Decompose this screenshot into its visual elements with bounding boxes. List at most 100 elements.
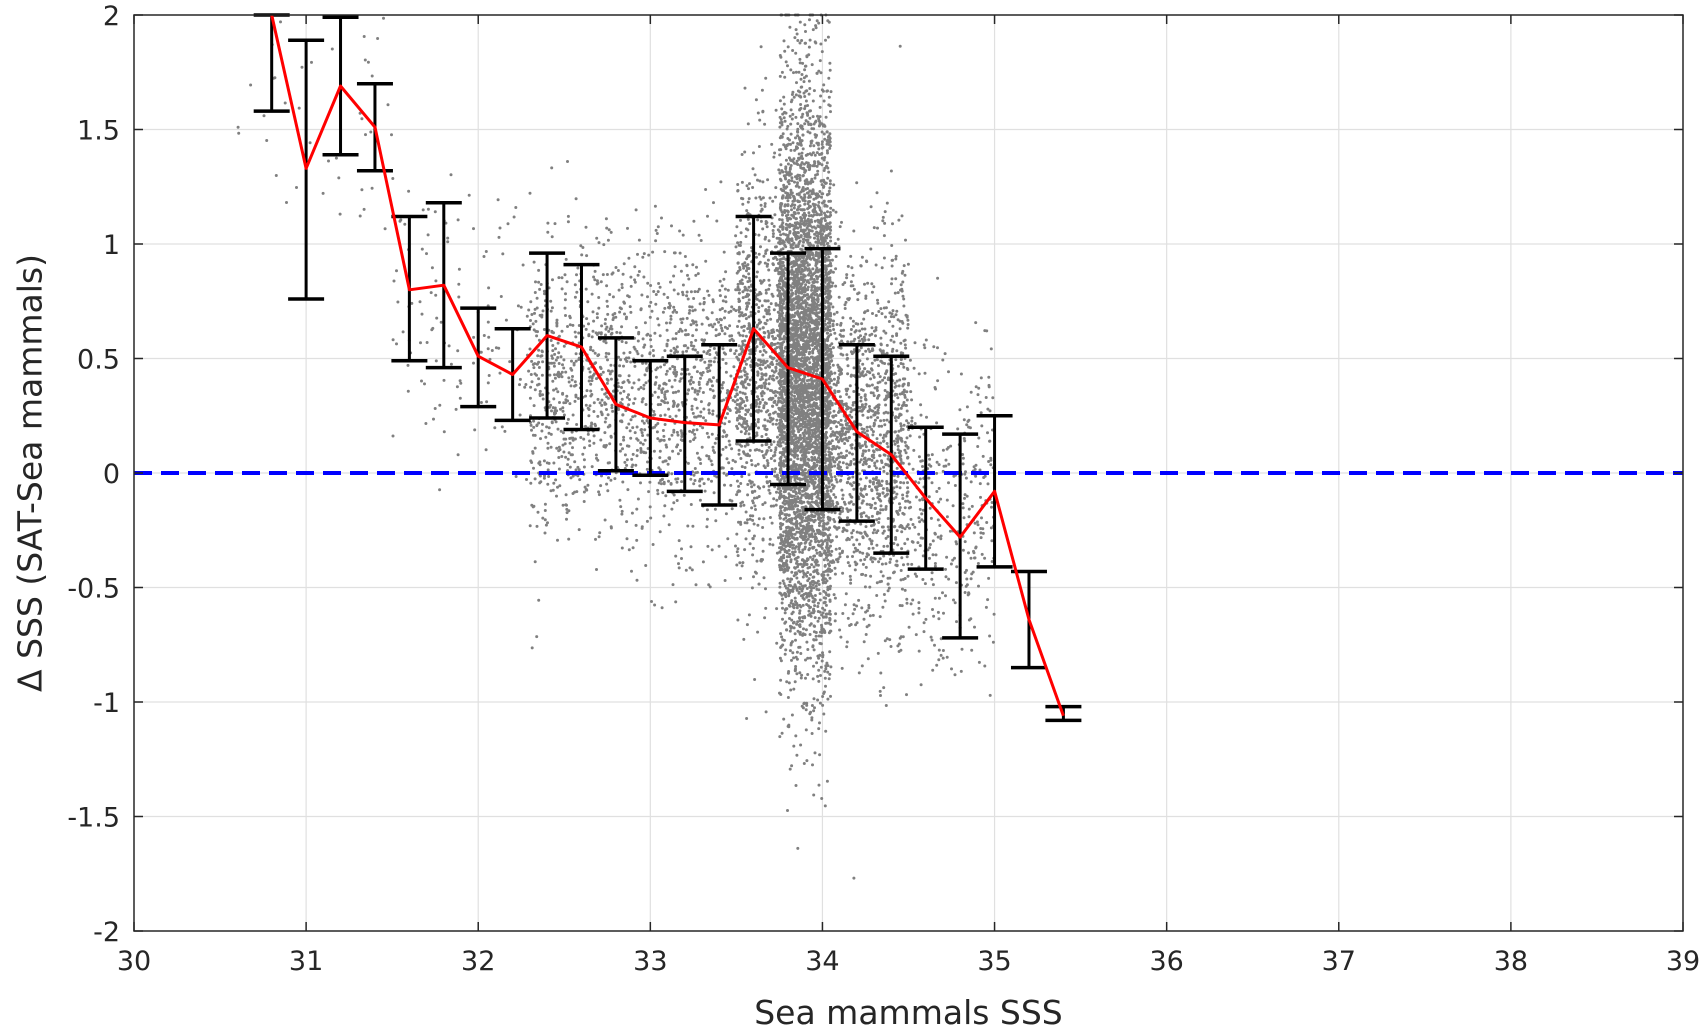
scatter-point [744, 537, 748, 541]
scatter-point [592, 372, 596, 376]
scatter-point [607, 369, 610, 373]
scatter-point [755, 433, 759, 437]
scatter-point [771, 232, 775, 236]
scatter-point [782, 102, 786, 106]
scatter-point [726, 288, 730, 292]
scatter-point [767, 239, 771, 243]
scatter-point [775, 403, 779, 407]
scatter-point [722, 277, 726, 281]
scatter-point [541, 422, 544, 426]
scatter-point [661, 491, 665, 495]
scatter-point [677, 562, 680, 566]
scatter-point [792, 206, 796, 210]
scatter-point [569, 436, 573, 440]
scatter-point [541, 397, 545, 401]
scatter-point [818, 641, 822, 645]
scatter-point [537, 268, 541, 272]
scatter-point [696, 290, 700, 294]
scatter-point [756, 370, 760, 374]
scatter-point [731, 398, 735, 402]
scatter-point [781, 379, 785, 383]
scatter-point [636, 352, 640, 356]
scatter-point [654, 375, 658, 379]
scatter-point [745, 257, 749, 261]
scatter-point [778, 258, 782, 262]
scatter-point [753, 678, 757, 681]
scatter-point [775, 376, 779, 379]
scatter-point [541, 516, 545, 520]
scatter-point [794, 638, 797, 642]
scatter-point [531, 451, 535, 455]
scatter-point [544, 523, 548, 527]
scatter-point [662, 292, 666, 296]
scatter-point [622, 351, 626, 355]
scatter-point [780, 70, 784, 74]
scatter-point [635, 425, 639, 429]
scatter-point [736, 416, 740, 420]
scatter-point [487, 374, 491, 377]
scatter-point [743, 432, 747, 436]
scatter-point [767, 397, 771, 401]
scatter-point [711, 445, 715, 449]
scatter-point [665, 389, 669, 393]
scatter-point [804, 628, 808, 632]
scatter-point [617, 355, 621, 359]
scatter-point [570, 430, 574, 434]
scatter-point [726, 537, 730, 541]
scatter-point [525, 478, 528, 481]
scatter-point [518, 377, 522, 381]
scatter-point [549, 432, 553, 436]
scatter-point [553, 376, 557, 380]
scatter-point [609, 434, 613, 438]
scatter-point [674, 337, 678, 341]
scatter-point [802, 91, 806, 95]
scatter-point [327, 159, 330, 163]
scatter-point [528, 396, 532, 400]
scatter-point [636, 273, 640, 277]
scatter-point [807, 79, 811, 83]
scatter-point [607, 476, 610, 480]
scatter-point [757, 582, 761, 586]
scatter-point [762, 406, 766, 410]
scatter-point [730, 467, 734, 471]
scatter-point [759, 392, 763, 395]
scatter-point [659, 482, 663, 486]
scatter-point [679, 377, 683, 381]
scatter-point [584, 225, 588, 229]
scatter-point [738, 333, 742, 337]
scatter-point [737, 291, 741, 295]
scatter-point [741, 384, 745, 388]
scatter-point [806, 336, 810, 340]
scatter-point [619, 358, 623, 362]
scatter-point [604, 351, 608, 355]
scatter-point [774, 195, 777, 199]
scatter-point [599, 280, 603, 284]
scatter-point [711, 412, 715, 416]
scatter-point [741, 340, 745, 343]
scatter-point [771, 334, 774, 338]
scatter-point [565, 517, 568, 521]
scatter-point [672, 493, 676, 497]
scatter-point [702, 407, 706, 411]
scatter-point [669, 317, 673, 321]
scatter-point [501, 252, 505, 256]
scatter-point [771, 396, 775, 400]
scatter-point [743, 392, 747, 396]
scatter-point [546, 482, 550, 486]
scatter-point [534, 319, 538, 323]
scatter-point [571, 413, 575, 417]
scatter-point [743, 404, 747, 408]
scatter-point [819, 42, 823, 46]
scatter-point [760, 208, 764, 212]
scatter-point [552, 397, 556, 401]
scatter-point [812, 697, 816, 701]
scatter-point [486, 381, 490, 385]
scatter-point [648, 505, 652, 509]
scatter-point [748, 222, 752, 226]
scatter-point [702, 350, 706, 354]
scatter-point [438, 488, 442, 492]
scatter-point [826, 241, 830, 245]
scatter-point [723, 287, 727, 291]
scatter-point [308, 141, 312, 145]
scatter-point [795, 443, 799, 447]
